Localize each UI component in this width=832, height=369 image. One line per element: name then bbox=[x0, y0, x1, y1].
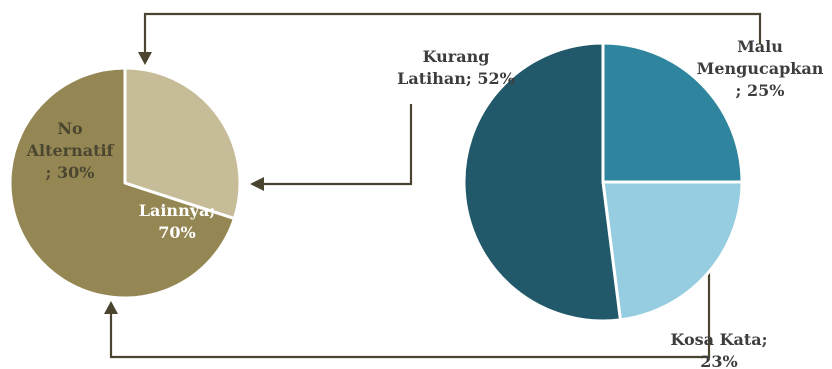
data-label-kurang-latihan: Kurang Latihan; 52% bbox=[397, 47, 515, 88]
data-label-line: ; 30% bbox=[46, 163, 95, 182]
arrowhead-bottom bbox=[104, 301, 118, 314]
data-label-line: 70% bbox=[158, 223, 195, 242]
data-label-line: Kosa Kata; bbox=[670, 330, 767, 349]
data-label-line: Mengucapkan bbox=[697, 59, 824, 78]
data-label-no-alternatif: No Alternatif ; 30% bbox=[26, 119, 115, 182]
data-label-line: Lainnya; bbox=[139, 201, 216, 220]
data-label-lainnya: Lainnya; 70% bbox=[139, 201, 216, 242]
pie-slice-no-alternatif bbox=[123, 66, 242, 221]
connector-bottom bbox=[109, 272, 711, 359]
pie-labels: No Alternatif ; 30% Lainnya; 70% Malu Mengucap… bbox=[26, 37, 824, 369]
data-label-line: 23% bbox=[700, 352, 737, 369]
connector-top bbox=[143, 12, 762, 54]
data-label-line: ; 25% bbox=[736, 81, 785, 100]
connector-arrows bbox=[109, 12, 762, 359]
pie-slice-kosa-kata bbox=[601, 180, 744, 322]
data-label-line: Latihan; 52% bbox=[397, 69, 515, 88]
data-label-line: Malu bbox=[737, 37, 783, 56]
arrowheads bbox=[104, 52, 264, 314]
connector-middle bbox=[262, 104, 413, 186]
data-label-malu-mengucapkan: Malu Mengucapkan ; 25% bbox=[697, 37, 824, 100]
arrowhead-middle bbox=[250, 177, 264, 191]
data-label-kosa-kata: Kosa Kata; 23% bbox=[670, 330, 767, 369]
data-label-line: Alternatif bbox=[26, 141, 115, 160]
pie-slices bbox=[8, 41, 744, 323]
pie-slice-malu-mengucapkan bbox=[601, 41, 744, 184]
arrowhead-top bbox=[138, 52, 152, 65]
pie-slice-lainnya bbox=[8, 66, 236, 300]
pie-slice-kurang-latihan bbox=[462, 41, 622, 323]
data-label-line: Kurang bbox=[423, 47, 490, 66]
data-label-line: No bbox=[57, 119, 83, 138]
